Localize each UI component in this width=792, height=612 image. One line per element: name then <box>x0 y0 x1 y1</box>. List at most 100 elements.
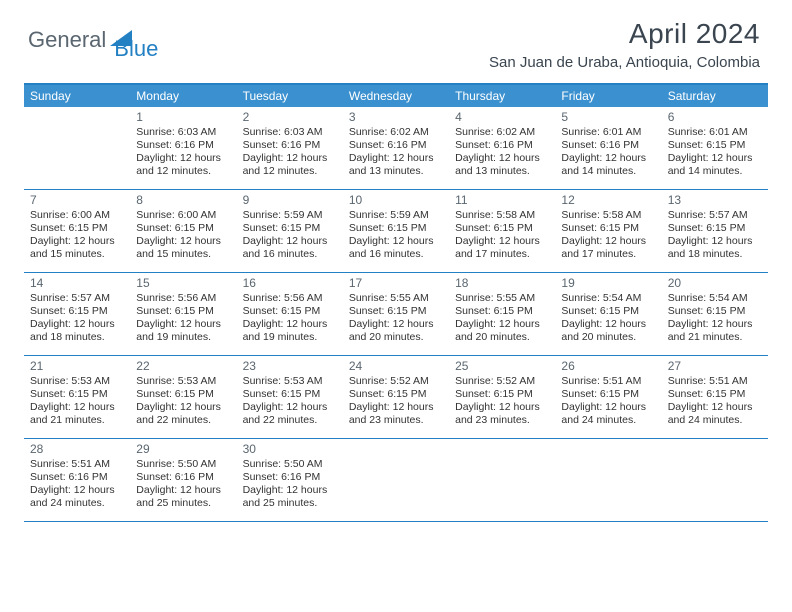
day-dl1: Daylight: 12 hours <box>136 401 230 414</box>
day-dl1: Daylight: 12 hours <box>349 152 443 165</box>
day-dl1: Daylight: 12 hours <box>243 235 337 248</box>
week-row: 28Sunrise: 5:51 AMSunset: 6:16 PMDayligh… <box>24 439 768 522</box>
day-number: 23 <box>243 359 337 374</box>
day-dl1: Daylight: 12 hours <box>30 318 124 331</box>
day-number: 24 <box>349 359 443 374</box>
day-dl1: Daylight: 12 hours <box>349 401 443 414</box>
day-dl1: Daylight: 12 hours <box>243 152 337 165</box>
day-number: 11 <box>455 193 549 208</box>
day-cell: 7Sunrise: 6:00 AMSunset: 6:15 PMDaylight… <box>24 190 130 272</box>
day-sr: Sunrise: 5:59 AM <box>243 209 337 222</box>
day-dl2: and 17 minutes. <box>561 248 655 261</box>
day-cell: 5Sunrise: 6:01 AMSunset: 6:16 PMDaylight… <box>555 107 661 189</box>
day-dl1: Daylight: 12 hours <box>30 401 124 414</box>
day-number: 10 <box>349 193 443 208</box>
day-ss: Sunset: 6:15 PM <box>455 222 549 235</box>
day-dl2: and 19 minutes. <box>243 331 337 344</box>
day-ss: Sunset: 6:16 PM <box>136 139 230 152</box>
day-sr: Sunrise: 5:50 AM <box>243 458 337 471</box>
day-cell: 2Sunrise: 6:03 AMSunset: 6:16 PMDaylight… <box>237 107 343 189</box>
day-ss: Sunset: 6:15 PM <box>30 222 124 235</box>
day-cell: 27Sunrise: 5:51 AMSunset: 6:15 PMDayligh… <box>662 356 768 438</box>
day-ss: Sunset: 6:15 PM <box>30 388 124 401</box>
day-sr: Sunrise: 5:51 AM <box>668 375 762 388</box>
day-cell: 1Sunrise: 6:03 AMSunset: 6:16 PMDaylight… <box>130 107 236 189</box>
day-number: 20 <box>668 276 762 291</box>
day-dl2: and 20 minutes. <box>455 331 549 344</box>
day-dl1: Daylight: 12 hours <box>243 401 337 414</box>
day-sr: Sunrise: 5:59 AM <box>349 209 443 222</box>
week-row: 7Sunrise: 6:00 AMSunset: 6:15 PMDaylight… <box>24 190 768 273</box>
day-ss: Sunset: 6:15 PM <box>349 305 443 318</box>
day-dl2: and 15 minutes. <box>30 248 124 261</box>
day-ss: Sunset: 6:16 PM <box>30 471 124 484</box>
day-number: 26 <box>561 359 655 374</box>
day-sr: Sunrise: 6:01 AM <box>561 126 655 139</box>
day-cell <box>555 439 661 521</box>
day-sr: Sunrise: 6:03 AM <box>136 126 230 139</box>
day-ss: Sunset: 6:15 PM <box>668 305 762 318</box>
day-ss: Sunset: 6:16 PM <box>455 139 549 152</box>
day-dl2: and 18 minutes. <box>668 248 762 261</box>
day-ss: Sunset: 6:15 PM <box>349 388 443 401</box>
day-cell: 22Sunrise: 5:53 AMSunset: 6:15 PMDayligh… <box>130 356 236 438</box>
day-number: 2 <box>243 110 337 125</box>
day-ss: Sunset: 6:15 PM <box>243 388 337 401</box>
day-sr: Sunrise: 5:57 AM <box>30 292 124 305</box>
day-cell: 15Sunrise: 5:56 AMSunset: 6:15 PMDayligh… <box>130 273 236 355</box>
day-dl1: Daylight: 12 hours <box>455 401 549 414</box>
day-dl1: Daylight: 12 hours <box>349 235 443 248</box>
day-ss: Sunset: 6:15 PM <box>243 222 337 235</box>
day-number: 9 <box>243 193 337 208</box>
day-cell: 26Sunrise: 5:51 AMSunset: 6:15 PMDayligh… <box>555 356 661 438</box>
day-number: 4 <box>455 110 549 125</box>
day-number: 21 <box>30 359 124 374</box>
day-dl1: Daylight: 12 hours <box>668 152 762 165</box>
day-dl1: Daylight: 12 hours <box>561 401 655 414</box>
calendar: SundayMondayTuesdayWednesdayThursdayFrid… <box>24 83 768 522</box>
week-row: 1Sunrise: 6:03 AMSunset: 6:16 PMDaylight… <box>24 107 768 190</box>
day-sr: Sunrise: 5:55 AM <box>349 292 443 305</box>
day-dl2: and 14 minutes. <box>561 165 655 178</box>
day-sr: Sunrise: 5:56 AM <box>136 292 230 305</box>
day-number: 5 <box>561 110 655 125</box>
day-number: 29 <box>136 442 230 457</box>
weekday-cell: Sunday <box>24 85 130 107</box>
day-dl2: and 13 minutes. <box>455 165 549 178</box>
day-dl1: Daylight: 12 hours <box>136 235 230 248</box>
day-sr: Sunrise: 6:00 AM <box>136 209 230 222</box>
day-dl1: Daylight: 12 hours <box>561 152 655 165</box>
day-number: 6 <box>668 110 762 125</box>
day-number: 19 <box>561 276 655 291</box>
day-ss: Sunset: 6:15 PM <box>136 222 230 235</box>
day-dl2: and 22 minutes. <box>136 414 230 427</box>
day-dl2: and 23 minutes. <box>455 414 549 427</box>
day-cell: 16Sunrise: 5:56 AMSunset: 6:15 PMDayligh… <box>237 273 343 355</box>
day-ss: Sunset: 6:15 PM <box>668 388 762 401</box>
title-block: April 2024 San Juan de Uraba, Antioquia,… <box>489 18 760 71</box>
day-cell: 9Sunrise: 5:59 AMSunset: 6:15 PMDaylight… <box>237 190 343 272</box>
day-dl2: and 24 minutes. <box>30 497 124 510</box>
day-ss: Sunset: 6:16 PM <box>243 139 337 152</box>
day-ss: Sunset: 6:15 PM <box>561 222 655 235</box>
day-dl2: and 24 minutes. <box>561 414 655 427</box>
day-dl2: and 21 minutes. <box>30 414 124 427</box>
day-dl2: and 23 minutes. <box>349 414 443 427</box>
header: General Blue April 2024 San Juan de Urab… <box>0 0 792 75</box>
day-sr: Sunrise: 5:54 AM <box>561 292 655 305</box>
day-dl1: Daylight: 12 hours <box>243 484 337 497</box>
day-dl1: Daylight: 12 hours <box>136 318 230 331</box>
day-number: 27 <box>668 359 762 374</box>
day-cell: 19Sunrise: 5:54 AMSunset: 6:15 PMDayligh… <box>555 273 661 355</box>
day-number: 1 <box>136 110 230 125</box>
day-dl2: and 25 minutes. <box>136 497 230 510</box>
day-dl2: and 18 minutes. <box>30 331 124 344</box>
day-cell: 25Sunrise: 5:52 AMSunset: 6:15 PMDayligh… <box>449 356 555 438</box>
day-dl2: and 12 minutes. <box>243 165 337 178</box>
day-sr: Sunrise: 6:01 AM <box>668 126 762 139</box>
day-sr: Sunrise: 5:50 AM <box>136 458 230 471</box>
weekday-cell: Wednesday <box>343 85 449 107</box>
day-sr: Sunrise: 5:52 AM <box>455 375 549 388</box>
location-text: San Juan de Uraba, Antioquia, Colombia <box>489 54 760 71</box>
day-dl2: and 19 minutes. <box>136 331 230 344</box>
